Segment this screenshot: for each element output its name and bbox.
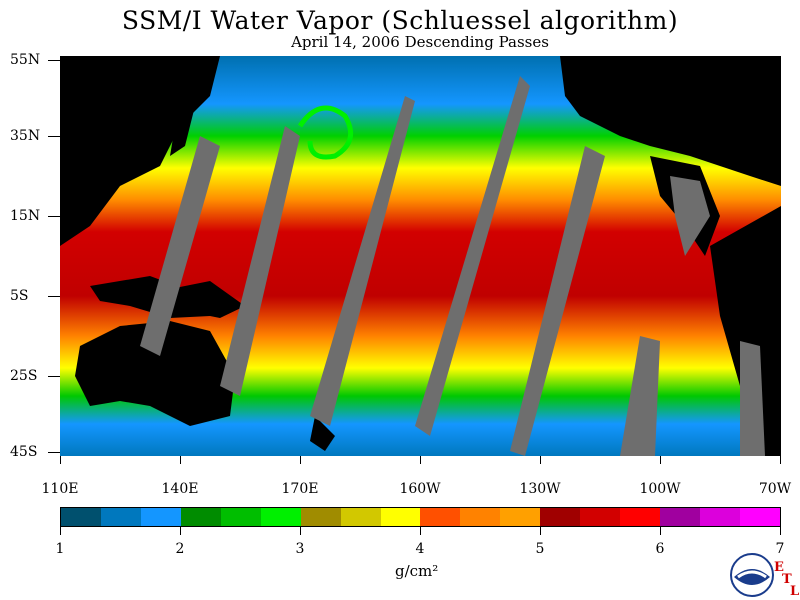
lon-tick <box>180 456 181 464</box>
cb-tick <box>540 527 541 535</box>
colorbar-cell <box>380 508 421 526</box>
cb-tick <box>660 527 661 535</box>
colorbar-cell <box>420 508 461 526</box>
lat-label-55n: 55N <box>10 52 41 68</box>
south-america-landmass <box>710 206 781 456</box>
indonesia-landmass <box>90 276 210 318</box>
lat-label-45s: 45S <box>10 444 38 460</box>
map-subtitle: April 14, 2006 Descending Passes <box>291 33 549 51</box>
lon-label-170e: 170E <box>281 481 319 497</box>
lon-label-110e: 110E <box>41 481 79 497</box>
swath-gap <box>415 76 530 436</box>
water-vapor-map <box>60 56 781 456</box>
swath-gap <box>740 341 765 456</box>
lat-tick <box>48 376 60 377</box>
cb-label: 2 <box>175 541 185 557</box>
lon-tick <box>300 456 301 464</box>
cb-tick <box>60 527 61 535</box>
colorbar-cell <box>620 508 661 526</box>
lon-tick <box>660 456 661 464</box>
lat-label-5s: 5S <box>10 288 29 304</box>
colorbar-cell <box>540 508 581 526</box>
map-field <box>60 56 781 456</box>
swath-gap <box>510 146 605 456</box>
lon-tick <box>420 456 421 464</box>
cb-label: 3 <box>295 541 305 557</box>
colorbar-cell <box>100 508 141 526</box>
lon-label-70w: 70W <box>758 481 792 497</box>
lat-tick <box>48 60 60 61</box>
colorbar-cell <box>460 508 501 526</box>
colorbar-cell <box>340 508 381 526</box>
swath-gap <box>140 136 220 356</box>
colorbar-cell <box>61 508 101 526</box>
colorbar-cell <box>700 508 740 526</box>
lat-tick <box>48 136 60 137</box>
swath-gap <box>670 176 710 256</box>
cb-label: 7 <box>775 541 785 557</box>
colorbar-cell <box>260 508 301 526</box>
colorbar-cell <box>739 508 780 526</box>
lat-tick <box>48 296 60 297</box>
colorbar-units: g/cm² <box>395 562 439 580</box>
logo-letter-t: T <box>782 572 792 587</box>
lon-tick <box>540 456 541 464</box>
lon-label-160w: 160W <box>399 481 441 497</box>
japan-landmass <box>170 96 195 156</box>
colorbar-cell <box>180 508 221 526</box>
map-title: SSM/I Water Vapor (Schluessel algorithm) <box>121 6 679 35</box>
cb-label: 1 <box>55 541 65 557</box>
noaa-logo-icon <box>730 553 774 597</box>
cb-tick <box>780 527 781 535</box>
colorbar-cell <box>500 508 541 526</box>
colorbar-cell <box>300 508 341 526</box>
logo-letter-l: L <box>790 584 800 599</box>
lon-label-130w: 130W <box>519 481 561 497</box>
swath-gap <box>310 96 415 426</box>
colorbar <box>60 507 781 527</box>
swath-gap <box>220 126 300 396</box>
swath-gap <box>620 336 660 456</box>
lat-tick <box>48 452 60 453</box>
lon-tick <box>60 456 61 464</box>
lon-label-100w: 100W <box>639 481 681 497</box>
colorbar-cell <box>580 508 621 526</box>
cb-label: 6 <box>655 541 665 557</box>
cb-tick <box>300 527 301 535</box>
north-america-landmass <box>560 56 781 186</box>
lon-tick <box>780 456 781 464</box>
cb-label: 4 <box>415 541 425 557</box>
swirl-feature <box>297 105 354 160</box>
new-guinea-landmass <box>160 281 245 318</box>
logo-letter-e: E <box>774 560 784 575</box>
lat-label-25s: 25S <box>10 368 38 384</box>
lat-label-15n: 15N <box>10 208 41 224</box>
cb-tick <box>180 527 181 535</box>
lon-label-140e: 140E <box>161 481 199 497</box>
new-zealand-landmass <box>310 416 335 451</box>
colorbar-cell <box>220 508 261 526</box>
lat-label-35n: 35N <box>10 128 41 144</box>
colorbar-cell <box>660 508 700 526</box>
cb-tick <box>420 527 421 535</box>
australia-landmass <box>75 321 235 426</box>
colorbar-cell <box>140 508 181 526</box>
cb-label: 5 <box>535 541 545 557</box>
lat-tick <box>48 216 60 217</box>
